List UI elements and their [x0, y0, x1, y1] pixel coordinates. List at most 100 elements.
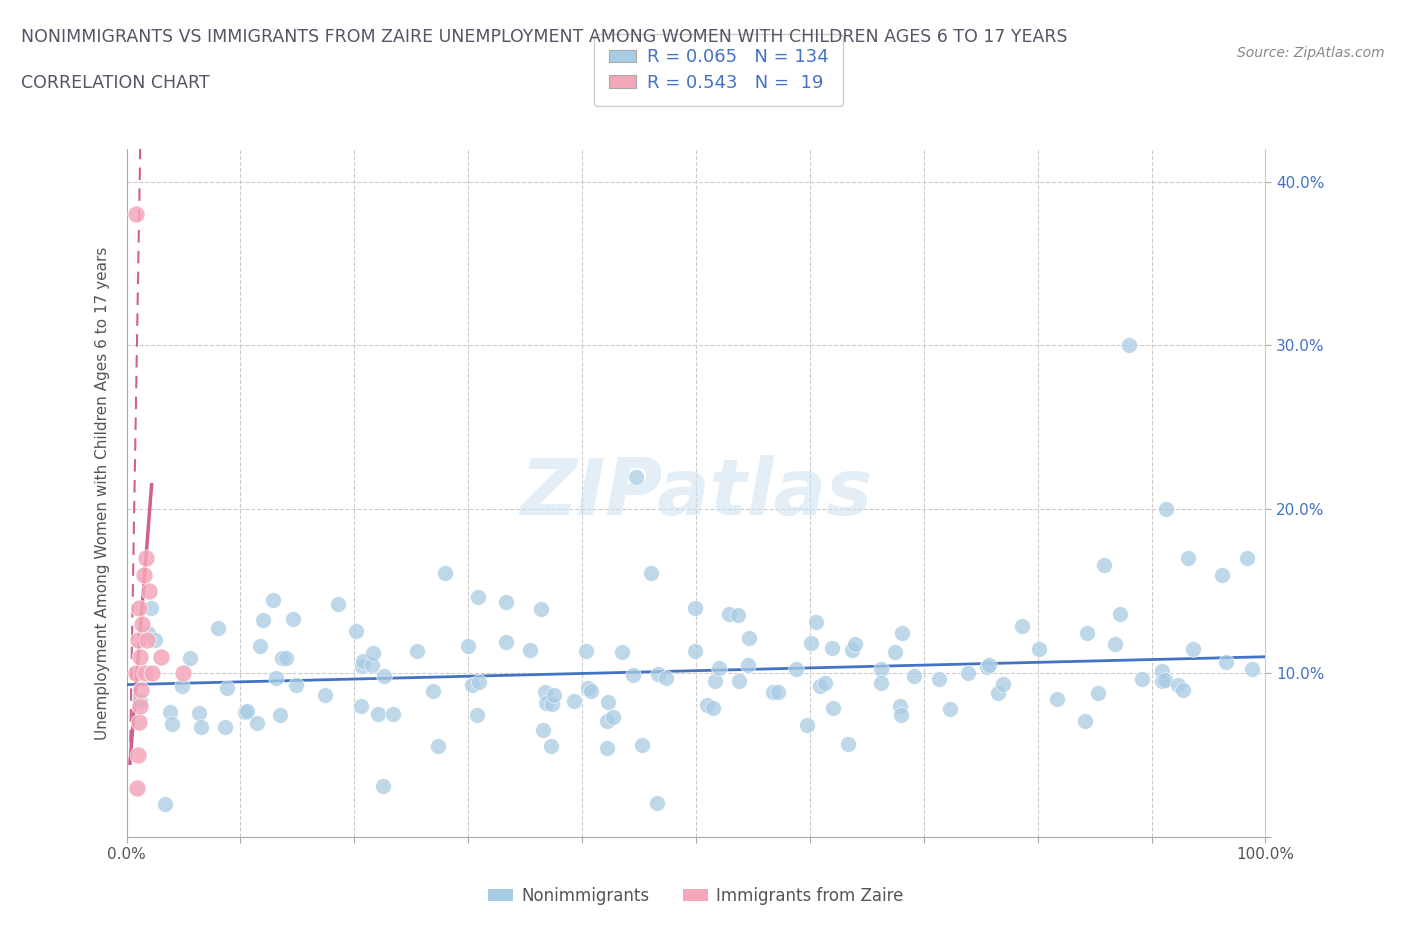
- Point: [707, 660, 730, 675]
- Point: [131, 617, 153, 631]
- Point: [530, 602, 553, 617]
- Point: [1087, 685, 1109, 700]
- Point: [187, 706, 209, 721]
- Point: [350, 698, 373, 713]
- Point: [215, 681, 238, 696]
- Point: [823, 701, 845, 716]
- Point: [252, 613, 274, 628]
- Point: [422, 684, 444, 698]
- Point: [405, 644, 427, 658]
- Point: [727, 607, 749, 622]
- Point: [683, 644, 706, 658]
- Point: [262, 592, 284, 607]
- Point: [884, 644, 907, 659]
- Point: [1181, 642, 1204, 657]
- Point: [495, 595, 517, 610]
- Point: [426, 738, 449, 753]
- Point: [128, 600, 150, 615]
- Point: [939, 702, 962, 717]
- Point: [249, 639, 271, 654]
- Point: [350, 659, 373, 674]
- Point: [283, 612, 305, 627]
- Point: [128, 694, 150, 709]
- Point: [956, 666, 979, 681]
- Legend: Nonimmigrants, Immigrants from Zaire: Nonimmigrants, Immigrants from Zaire: [481, 880, 911, 911]
- Point: [1152, 663, 1174, 678]
- Point: [127, 633, 149, 648]
- Point: [124, 666, 146, 681]
- Point: [810, 678, 832, 693]
- Point: [269, 708, 291, 723]
- Point: [702, 701, 724, 716]
- Point: [134, 666, 156, 681]
- Point: [596, 695, 619, 710]
- Point: [149, 649, 172, 664]
- Point: [138, 584, 160, 599]
- Point: [647, 667, 669, 682]
- Point: [979, 658, 1001, 672]
- Point: [141, 666, 163, 681]
- Point: [127, 748, 149, 763]
- Point: [821, 640, 844, 655]
- Text: NONIMMIGRANTS VS IMMIGRANTS FROM ZAIRE UNEMPLOYMENT AMONG WOMEN WITH CHILDREN AG: NONIMMIGRANTS VS IMMIGRANTS FROM ZAIRE U…: [21, 28, 1067, 46]
- Point: [976, 659, 998, 674]
- Point: [704, 673, 727, 688]
- Point: [274, 650, 297, 665]
- Point: [1074, 713, 1097, 728]
- Point: [495, 634, 517, 649]
- Point: [468, 674, 491, 689]
- Point: [612, 645, 634, 660]
- Point: [314, 687, 336, 702]
- Point: [1211, 567, 1233, 582]
- Point: [696, 698, 718, 713]
- Point: [738, 631, 761, 645]
- Point: [460, 677, 482, 692]
- Point: [891, 626, 914, 641]
- Point: [326, 596, 349, 611]
- Point: [1167, 678, 1189, 693]
- Point: [806, 614, 828, 629]
- Text: Source: ZipAtlas.com: Source: ZipAtlas.com: [1237, 46, 1385, 60]
- Point: [562, 694, 585, 709]
- Point: [141, 600, 163, 615]
- Point: [179, 651, 201, 666]
- Point: [727, 674, 749, 689]
- Point: [631, 737, 654, 752]
- Point: [814, 675, 837, 690]
- Point: [129, 698, 152, 713]
- Point: [889, 698, 911, 713]
- Point: [531, 723, 554, 737]
- Point: [624, 469, 647, 484]
- Point: [602, 710, 624, 724]
- Point: [214, 720, 236, 735]
- Point: [655, 671, 678, 685]
- Point: [172, 666, 194, 681]
- Point: [869, 662, 891, 677]
- Point: [1028, 642, 1050, 657]
- Point: [1154, 502, 1177, 517]
- Point: [541, 697, 564, 711]
- Point: [718, 606, 741, 621]
- Point: [837, 737, 859, 751]
- Point: [576, 680, 599, 695]
- Point: [621, 667, 644, 682]
- Point: [533, 684, 555, 699]
- Point: [991, 677, 1014, 692]
- Point: [785, 661, 807, 676]
- Point: [796, 717, 818, 732]
- Point: [596, 713, 619, 728]
- Point: [762, 684, 785, 699]
- Point: [903, 668, 925, 683]
- Point: [800, 635, 823, 650]
- Point: [246, 715, 269, 730]
- Point: [1236, 551, 1258, 565]
- Text: CORRELATION CHART: CORRELATION CHART: [21, 74, 209, 92]
- Point: [162, 717, 184, 732]
- Point: [236, 704, 259, 719]
- Point: [131, 682, 153, 697]
- Point: [685, 601, 707, 616]
- Point: [128, 715, 150, 730]
- Point: [207, 620, 229, 635]
- Point: [284, 677, 307, 692]
- Point: [266, 671, 288, 685]
